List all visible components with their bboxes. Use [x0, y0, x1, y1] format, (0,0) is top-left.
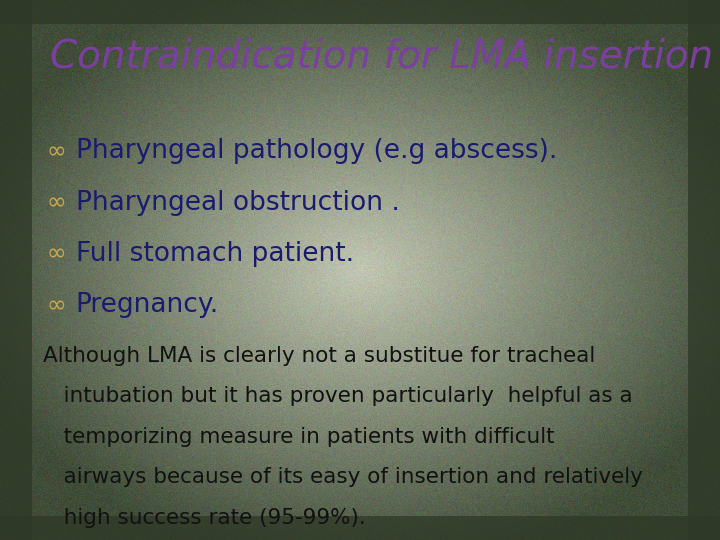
Text: temporizing measure in patients with difficult: temporizing measure in patients with dif… — [43, 427, 555, 447]
Text: Although LMA is clearly not a substitue for tracheal: Although LMA is clearly not a substitue … — [43, 346, 595, 366]
Text: ∞: ∞ — [47, 293, 66, 317]
Text: ∞: ∞ — [47, 242, 66, 266]
Text: ∞: ∞ — [47, 139, 66, 163]
Text: ∞: ∞ — [47, 191, 66, 214]
Text: intubation but it has proven particularly  helpful as a: intubation but it has proven particularl… — [43, 386, 633, 406]
Bar — [0, 516, 720, 540]
Text: Pharyngeal obstruction .: Pharyngeal obstruction . — [76, 190, 400, 215]
Bar — [688, 0, 720, 540]
Bar — [0, 0, 32, 540]
Text: Pharyngeal pathology (e.g abscess).: Pharyngeal pathology (e.g abscess). — [76, 138, 557, 164]
Text: Pregnancy.: Pregnancy. — [76, 292, 219, 318]
Text: airways because of its easy of insertion and relatively: airways because of its easy of insertion… — [43, 467, 643, 487]
Text: Contraindication for LMA insertion: Contraindication for LMA insertion — [50, 38, 714, 76]
Text: Full stomach patient.: Full stomach patient. — [76, 241, 354, 267]
Text: high success rate (95-99%).: high success rate (95-99%). — [43, 508, 366, 528]
Bar — [0, 0, 720, 24]
